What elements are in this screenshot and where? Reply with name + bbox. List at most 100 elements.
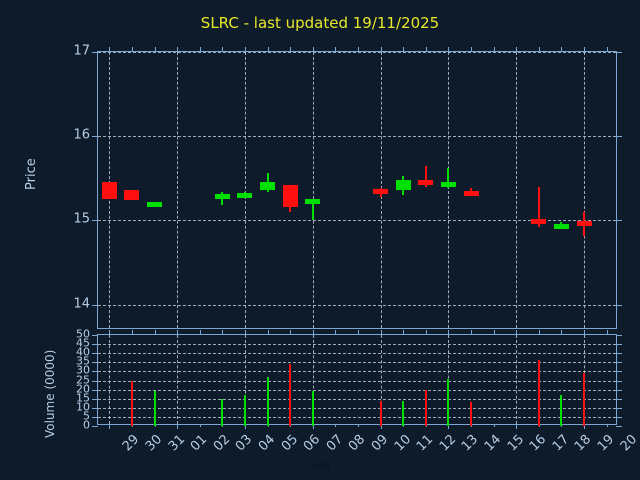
x-tick-label: 10 bbox=[391, 432, 414, 455]
price-y-tick bbox=[616, 220, 622, 222]
volume-y-tick bbox=[92, 389, 98, 391]
candle-body bbox=[553, 223, 569, 229]
volume-gridline bbox=[98, 353, 616, 355]
volume-bar bbox=[402, 400, 405, 426]
x-axis-tick bbox=[380, 330, 382, 335]
price-x-tick bbox=[267, 47, 269, 52]
price-y-tick bbox=[92, 220, 98, 222]
volume-gridline bbox=[98, 416, 616, 418]
volume-bar bbox=[470, 402, 473, 426]
price-axis-title: Price bbox=[24, 158, 39, 190]
x-axis-tick bbox=[244, 424, 246, 429]
candle-body bbox=[440, 181, 456, 187]
candle-body bbox=[237, 192, 253, 198]
price-x-tick bbox=[380, 47, 382, 52]
volume-bar bbox=[560, 395, 563, 426]
volume-gridline bbox=[98, 371, 616, 373]
x-axis-tick bbox=[493, 330, 495, 335]
volume-y-tick bbox=[616, 335, 622, 336]
x-axis-tick bbox=[131, 330, 133, 335]
chart-title: SLRC - last updated 19/11/2025 bbox=[200, 14, 440, 32]
price-y-tick bbox=[92, 136, 98, 138]
volume-bar-plot bbox=[92, 330, 622, 429]
x-tick-label: 31 bbox=[165, 432, 188, 455]
x-axis-tick bbox=[425, 330, 427, 335]
volume-gridline bbox=[98, 389, 616, 391]
x-axis-tick bbox=[584, 330, 586, 335]
volume-bar bbox=[130, 380, 133, 426]
x-tick-label: 30 bbox=[142, 432, 166, 455]
volume-bar bbox=[266, 376, 269, 426]
price-y-tick bbox=[616, 304, 622, 306]
price-y-tick bbox=[92, 304, 98, 306]
x-axis-tick bbox=[109, 424, 111, 429]
candle-wick bbox=[537, 186, 540, 228]
x-axis-tick bbox=[267, 330, 269, 335]
x-axis-tick bbox=[358, 424, 359, 427]
volume-y-tick bbox=[616, 380, 622, 382]
volume-gridline bbox=[98, 398, 616, 400]
candle-body bbox=[395, 180, 411, 191]
price-x-tick bbox=[584, 47, 586, 52]
volume-bar bbox=[583, 373, 586, 426]
price-y-tick-label: 15 bbox=[73, 211, 90, 227]
x-tick-label: 08 bbox=[346, 432, 369, 455]
x-axis-tick bbox=[493, 424, 495, 427]
volume-bar bbox=[289, 364, 292, 426]
price-y-tick bbox=[616, 52, 622, 53]
price-gridline-vertical bbox=[177, 52, 179, 328]
volume-bar bbox=[221, 398, 224, 426]
x-tick-label: 14 bbox=[481, 432, 505, 455]
volume-y-tick-label: 25 bbox=[76, 373, 90, 386]
volume-y-tick bbox=[92, 362, 98, 364]
price-x-tick bbox=[335, 47, 337, 52]
x-axis-tick bbox=[199, 330, 201, 335]
volume-gridline bbox=[98, 344, 616, 346]
price-x-tick bbox=[154, 47, 156, 52]
volume-y-tick-label: 10 bbox=[76, 400, 90, 414]
volume-bar bbox=[379, 400, 382, 426]
volume-gridline-vertical bbox=[516, 335, 518, 424]
price-x-tick bbox=[199, 47, 201, 52]
candle-body bbox=[418, 180, 434, 186]
x-axis-tick bbox=[177, 424, 179, 429]
price-x-tick bbox=[425, 47, 427, 52]
price-x-tick bbox=[358, 47, 359, 52]
x-tick-label: 09 bbox=[368, 432, 392, 455]
volume-y-tick-label: 40 bbox=[76, 345, 90, 359]
x-axis-tick bbox=[312, 424, 314, 429]
x-tick-label: 18 bbox=[572, 432, 595, 455]
price-x-tick bbox=[109, 47, 111, 52]
volume-y-tick bbox=[616, 426, 622, 427]
volume-y-tick-label: 30 bbox=[76, 363, 90, 377]
price-x-tick bbox=[131, 47, 133, 52]
volume-y-tick bbox=[92, 344, 98, 346]
volume-bar bbox=[311, 391, 314, 426]
price-gridline-vertical bbox=[312, 52, 314, 328]
volume-y-tick bbox=[616, 416, 622, 418]
candle-wick bbox=[221, 191, 224, 206]
x-axis-tick bbox=[335, 424, 337, 427]
x-tick-label: 06 bbox=[301, 432, 324, 455]
volume-y-tick-label: 35 bbox=[76, 354, 90, 368]
price-y-tick bbox=[616, 136, 622, 138]
x-axis-tick bbox=[222, 330, 224, 335]
volume-gridline bbox=[98, 380, 616, 382]
volume-y-tick-label: 5 bbox=[83, 409, 90, 423]
volume-y-tick bbox=[92, 398, 98, 400]
x-tick-label: 17 bbox=[549, 432, 573, 455]
candle-wick bbox=[447, 168, 450, 189]
candle-body bbox=[214, 193, 230, 199]
price-x-tick bbox=[312, 47, 314, 52]
volume-y-tick bbox=[92, 353, 98, 355]
candle-body bbox=[531, 218, 547, 224]
x-tick-label: 29 bbox=[120, 432, 143, 455]
volume-gridline bbox=[98, 362, 616, 364]
volume-gridline-vertical bbox=[244, 335, 246, 424]
price-x-tick bbox=[538, 47, 540, 52]
volume-y-tick bbox=[616, 371, 622, 373]
volume-y-tick-label: 20 bbox=[76, 382, 90, 396]
price-gridline-vertical bbox=[244, 52, 246, 328]
x-axis-tick bbox=[312, 330, 314, 335]
volume-y-tick-label: 15 bbox=[76, 391, 90, 405]
